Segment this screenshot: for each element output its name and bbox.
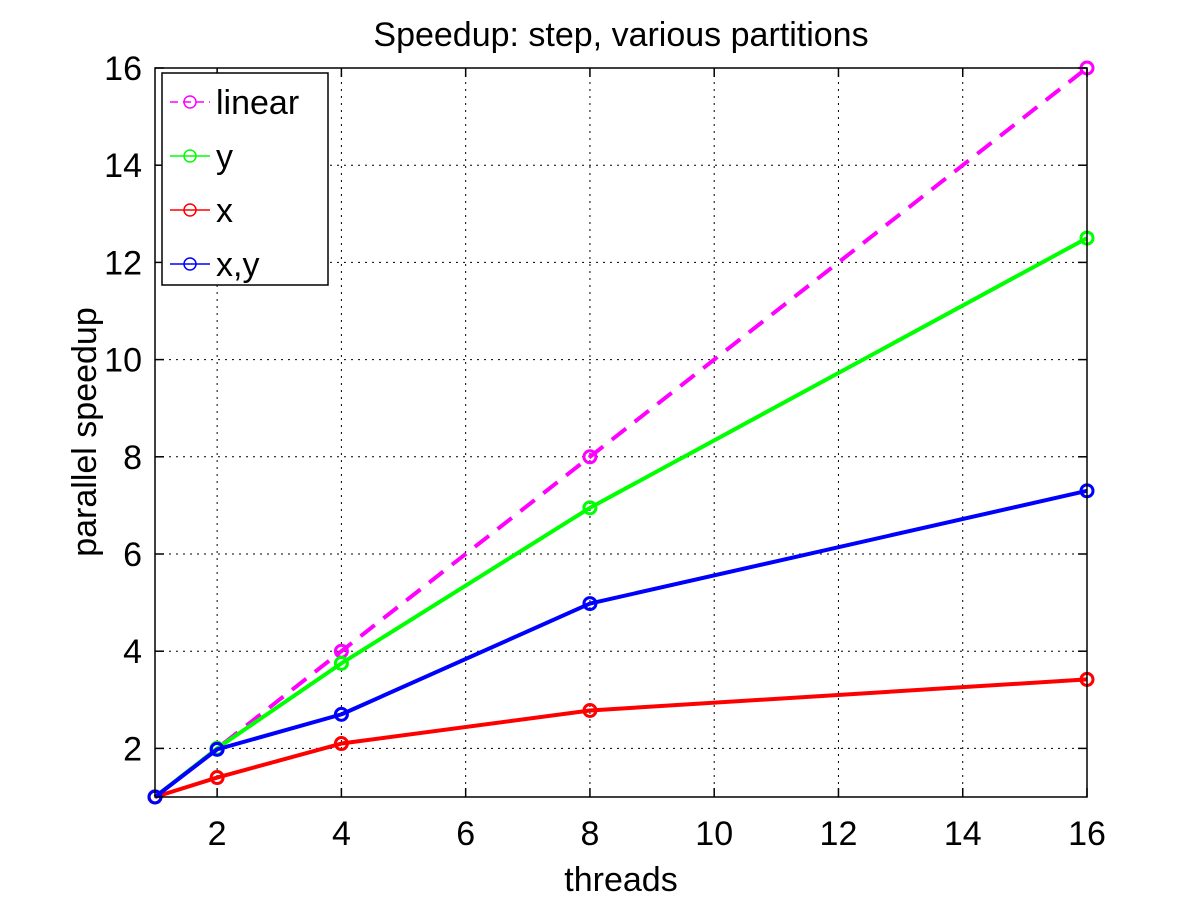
y-tick-label: 6 — [123, 536, 142, 574]
data-point — [209, 770, 225, 786]
x-tick-label: 2 — [208, 815, 227, 853]
x-tick-label: 12 — [820, 815, 858, 853]
legend-label: x — [216, 192, 233, 230]
x-tick-label: 16 — [1068, 815, 1106, 853]
legend-label: x,y — [216, 246, 259, 284]
y-tick-label: 16 — [104, 50, 142, 88]
legend-marker — [183, 95, 197, 109]
x-tick-label: 14 — [944, 815, 982, 853]
y-tick-label: 12 — [104, 244, 142, 282]
legend-marker — [183, 257, 197, 271]
data-point — [333, 736, 349, 752]
data-point — [333, 655, 349, 671]
y-axis-label: parallel speedup — [66, 307, 104, 557]
data-point — [582, 702, 598, 718]
y-tick-label: 8 — [123, 439, 142, 477]
data-point — [582, 449, 598, 465]
y-tick-label: 14 — [104, 147, 142, 185]
legend-marker — [183, 203, 197, 217]
legend-marker — [183, 149, 197, 163]
x-tick-label: 6 — [456, 815, 475, 853]
series-line — [153, 488, 1088, 799]
data-point — [582, 596, 598, 612]
data-point — [333, 706, 349, 722]
legend-label: y — [216, 138, 233, 176]
legend-label: linear — [216, 84, 299, 122]
plot-frame — [154, 67, 1088, 798]
chart-title: Speedup: step, various partitions — [373, 16, 868, 54]
y-tick-label: 10 — [104, 342, 142, 380]
data-point — [582, 500, 598, 516]
x-tick-label: 8 — [580, 815, 599, 853]
x-tick-label: 4 — [332, 815, 351, 853]
x-tick-label: 10 — [695, 815, 733, 853]
y-tick-label: 4 — [123, 633, 142, 671]
series-line — [153, 66, 1089, 799]
x-axis-label: threads — [564, 861, 677, 899]
series-line — [154, 677, 1088, 799]
y-tick-label: 2 — [123, 730, 142, 768]
legend: linear yx x,y — [161, 72, 329, 286]
data-point — [209, 741, 225, 757]
ticks: 2 4 6 8 10 12 14 16 2 4 6 8 10 12 14 16 — [104, 50, 1106, 853]
